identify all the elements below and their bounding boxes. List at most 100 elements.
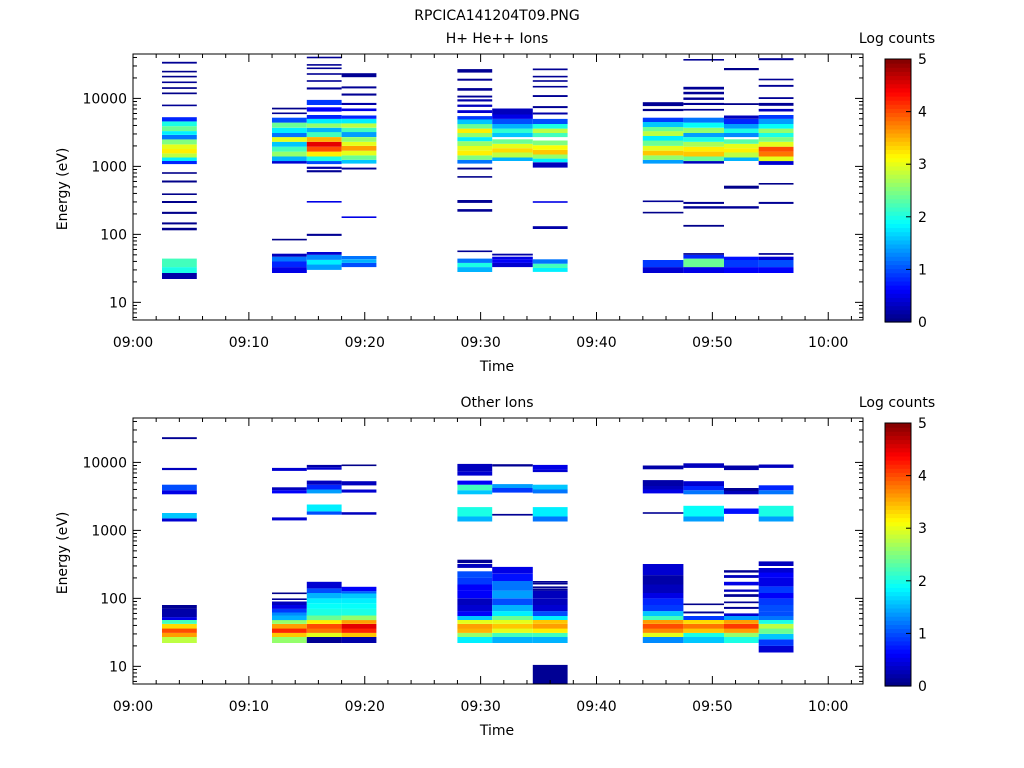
heatmap-cell [272,107,307,110]
heatmap-cell [683,481,724,486]
heatmap-cell [306,252,342,255]
heatmap-cell [272,238,307,241]
heatmap-cell [642,127,684,132]
heatmap-cell [642,211,684,214]
heatmap-cell [642,145,684,151]
heatmap-cell [457,176,493,178]
heatmap-cell [642,624,684,629]
heatmap-cell [492,628,533,633]
heatmap-cell [341,127,377,133]
heatmap-cell [341,615,377,621]
heatmap-cell [683,59,724,61]
heatmap-cell [306,115,342,119]
heatmap-cell [457,267,493,272]
x-tick-label: 09:30 [460,335,500,351]
heatmap-cell [758,633,794,640]
heatmap-cell [341,155,377,160]
heatmap-cell [272,624,307,629]
heatmap-cell [758,464,794,468]
heatmap-cell [306,484,342,490]
heatmap-cell [162,87,197,89]
heatmap-cell [306,624,342,629]
heatmap-cell [457,150,493,156]
heatmap-cell [162,620,197,624]
heatmap-cell [341,489,377,493]
y-tick-label: 10 [109,659,127,675]
heatmap-cell [306,123,342,128]
heatmap-cell [457,480,493,485]
heatmap-cell [724,152,759,158]
heatmap-cell [642,593,684,599]
heatmap-cell [341,628,377,633]
heatmap-cell [272,256,307,262]
heatmap-cell [724,143,759,149]
heatmap-cell [162,70,197,73]
heatmap-cell [162,117,197,122]
heatmap-cell [758,624,794,629]
heatmap-cell [162,135,197,140]
heatmap-cell [642,155,684,160]
y-axis-label: Energy (eV) [55,512,71,595]
heatmap-cell [683,91,724,95]
heatmap-cell [306,132,342,137]
heatmap-cell [758,639,794,646]
heatmap-cell [724,133,759,138]
heatmap-cell [272,628,307,633]
figure-title: RPCICA141204T09.PNG [414,8,579,24]
panel-title: Other Ions [460,395,533,411]
heatmap-cell [532,664,568,684]
heatmap-cell [758,256,794,260]
heatmap-cell [162,273,197,279]
heatmap-cell [341,159,377,164]
heatmap-cell [457,119,493,125]
heatmap-cell [758,133,794,138]
heatmap-cell [532,149,568,155]
heatmap-cell [724,616,759,620]
heatmap-cell [683,151,724,157]
heatmap-cell [492,118,533,124]
heatmap-cell [683,505,724,517]
heatmap-cell [457,250,493,253]
heatmap-cell [683,224,724,227]
heatmap-cell [642,584,684,593]
heatmap-cell [683,206,724,209]
heatmap-cell [341,123,377,128]
heatmap-cell [724,103,759,105]
heatmap-cell [306,118,342,124]
colorbar-tick-label: 2 [918,574,927,590]
heatmap-cell [341,512,377,515]
heatmap-cell [306,598,342,604]
colorbar-tick-label: 4 [918,105,927,121]
heatmap-cell [758,598,794,605]
heatmap-cell [724,488,759,491]
heatmap-cell [492,611,533,616]
heatmap-cell [532,80,568,82]
heatmap-cell [272,146,307,152]
heatmap-cell [532,106,568,109]
heatmap-cells [162,56,794,279]
heatmap-cell [162,161,197,165]
colorbar-tick-label: 5 [918,52,927,68]
heatmap-cell [306,56,342,59]
heatmap-cell [724,581,759,586]
heatmap-cell [162,608,197,618]
heatmap-cell [758,611,794,616]
heatmap-cell [306,141,342,147]
heatmap-cell [683,490,724,495]
heatmap-cell [642,267,684,273]
heatmap-cell [532,586,568,588]
heatmap-cell [341,608,377,616]
heatmap-cell [642,200,684,203]
heatmap-cell [642,632,684,637]
heatmap-cell [532,145,568,150]
heatmap-cell [724,632,759,637]
heatmap-cell [341,118,377,124]
plot-axes: 09:00 09:10 09:20 09:30 09:40 09:50 10:00 10 100… [82,53,864,351]
heatmap-cell [306,628,342,633]
heatmap-cell [532,628,568,633]
x-tick-label: 09:10 [229,335,269,351]
heatmap-cell [758,141,794,147]
heatmap-cell [642,140,684,146]
heatmap-cell [724,68,759,71]
